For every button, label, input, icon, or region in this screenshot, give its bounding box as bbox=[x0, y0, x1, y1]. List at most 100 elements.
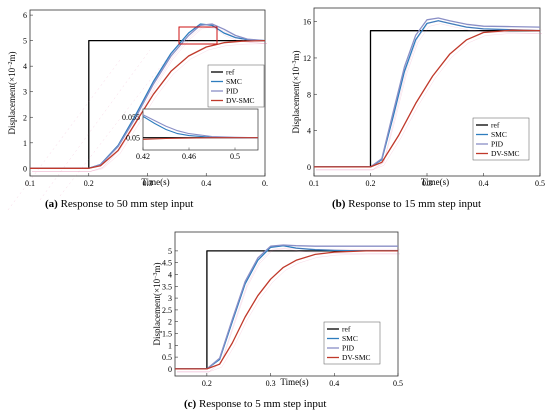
chart-c-ylabel-unit: m) bbox=[152, 263, 162, 273]
chart-c-series-dv-smc bbox=[175, 250, 398, 370]
chart-b-ytick-label: 16 bbox=[303, 18, 311, 27]
chart-c-ytick-label: 2 bbox=[168, 318, 172, 327]
chart-b-ylabel-main: Displacement(×10 bbox=[291, 66, 301, 133]
decorative-overlay bbox=[7, 47, 176, 211]
chart-b-xlabel: Time(s) bbox=[421, 177, 449, 187]
chart-a-xtick-label: 0.2 bbox=[84, 179, 94, 188]
chart-b-xtick-label: 0.1 bbox=[309, 179, 319, 188]
chart-c-ytick-label: 4.5 bbox=[162, 259, 172, 268]
decorative-streak bbox=[39, 49, 151, 201]
chart-b-ylabel-unit: m) bbox=[291, 51, 301, 61]
chart-a-ylabel-exp: −2 bbox=[8, 62, 14, 68]
chart-a-ytick-label: 6 bbox=[23, 11, 27, 20]
chart-a-inset-xtick-label: 0.46 bbox=[182, 152, 196, 161]
chart-c: 0.2 0.3 0.4 0.5 0 0.5 1 1.5 2 2.5 3 3.5 4 4.5 5 Time(s)… bbox=[152, 231, 403, 388]
chart-c-ytick-label: 5 bbox=[168, 247, 172, 256]
chart-b-xtick-label: 0.3 bbox=[422, 179, 432, 188]
chart-b-legend-label-smc: SMC bbox=[491, 130, 507, 139]
chart-b-ytick-label: 0 bbox=[307, 163, 311, 172]
chart-a-ytick-label: 4 bbox=[23, 62, 27, 71]
chart-a-inset-ytick-label: 0.05 bbox=[126, 134, 140, 143]
chart-c-ytick-label: 3 bbox=[168, 294, 172, 303]
chart-c-ylabel-exp: −3 bbox=[153, 273, 159, 279]
chart-c-ytick-label: 3.5 bbox=[162, 282, 172, 291]
chart-a-series-pid bbox=[30, 23, 266, 169]
chart-b-legend-label-pid: PID bbox=[491, 140, 504, 149]
chart-a-xtick-label: 0.3 bbox=[143, 179, 153, 188]
chart-a-inset-frame bbox=[142, 108, 259, 151]
chart-a-ytick-label: 0 bbox=[23, 164, 27, 173]
chart-b-ylabel-exp: −3 bbox=[292, 61, 298, 67]
chart-a-xtick-label: 0.4 bbox=[201, 179, 211, 188]
chart-c-ghost-smc bbox=[177, 248, 400, 373]
chart-a-inset-series bbox=[143, 114, 258, 140]
caption-c: (c) Response to 5 mm step input bbox=[184, 398, 327, 410]
chart-a-ylabel-unit: m) bbox=[7, 52, 17, 62]
chart-c-ytick-label: 1.5 bbox=[162, 330, 172, 339]
chart-c-ylabel: Displacement(×10−3m) bbox=[152, 263, 162, 346]
chart-b-series-pid bbox=[314, 17, 541, 168]
chart-c-xtick-label: 0.5 bbox=[393, 379, 403, 388]
chart-a-inset-xtick-label: 0.5 bbox=[230, 152, 240, 161]
chart-c-ytick-label: 1 bbox=[168, 341, 172, 350]
chart-b-xtick-label: 0.2 bbox=[366, 179, 376, 188]
decorative-streak bbox=[59, 47, 176, 197]
chart-a-xlabel: Time(s) bbox=[141, 177, 169, 187]
chart-c-ytick-label: 0.5 bbox=[162, 353, 172, 362]
chart-a-inset: 0.42 0.46 0.5 0.05 0.055 bbox=[122, 108, 259, 161]
chart-c-frame bbox=[174, 231, 399, 377]
chart-b-ghost-pid bbox=[316, 20, 543, 171]
chart-b-ytick-label: 4 bbox=[307, 127, 311, 136]
chart-c-series-smc bbox=[175, 245, 398, 370]
chart-a-ytick-label: 3 bbox=[23, 88, 27, 97]
chart-c-ytick-label: 2.5 bbox=[162, 306, 172, 315]
chart-c-legend-label-pid: PID bbox=[342, 344, 355, 353]
chart-c-legend-label-ref: ref bbox=[342, 325, 351, 334]
chart-a-legend-label-pid: PID bbox=[226, 87, 239, 96]
chart-a: 0.1 0.2 0.3 0.4 0. 0 1 2 3 4 5 6 Time(s) Displacement… bbox=[7, 9, 268, 188]
chart-a-ytick-label: 2 bbox=[23, 113, 27, 122]
chart-b-series-dv-smc bbox=[314, 29, 541, 168]
chart-c-xtick-label: 0.2 bbox=[202, 379, 212, 388]
chart-c-xtick-label: 0.4 bbox=[329, 379, 339, 388]
chart-b: 0.1 0.2 0.3 0.4 0.5 0 4 8 12 16 Time(s) Displacemen… bbox=[291, 7, 545, 188]
chart-c-series-pid bbox=[175, 244, 398, 370]
caption-b: (b) Response to 15 mm step input bbox=[332, 198, 482, 210]
chart-a-ytick-label: 1 bbox=[23, 139, 27, 148]
chart-b-legend-label-ref: ref bbox=[491, 121, 500, 130]
chart-b-ghost-dv-smc bbox=[316, 32, 543, 171]
chart-a-ghost-dv-smc bbox=[32, 43, 268, 172]
chart-c-legend-label-dv-smc: DV-SMC bbox=[342, 353, 370, 362]
chart-c-xtick-label: 0.3 bbox=[266, 379, 276, 388]
chart-c-legend-label-smc: SMC bbox=[342, 334, 358, 343]
chart-a-inset-series-dv-smc bbox=[143, 137, 258, 140]
chart-a-xtick-label: 0.1 bbox=[25, 179, 35, 188]
chart-a-ghost-pid bbox=[32, 26, 268, 172]
chart-a-ylabel: Displacement(×10−2m) bbox=[7, 52, 17, 135]
chart-b-series-smc bbox=[314, 20, 541, 168]
chart-a-zoom-box bbox=[178, 26, 218, 45]
chart-a-ghost-smc bbox=[32, 26, 268, 172]
chart-b-ylabel: Displacement(×10−3m) bbox=[291, 51, 301, 134]
chart-b-ytick-label: 12 bbox=[303, 54, 311, 63]
chart-a-ylabel-main: Displacement(×10 bbox=[7, 67, 17, 134]
chart-c-ytick-label: 4 bbox=[168, 270, 172, 279]
chart-a-inset-ytick-label: 0.055 bbox=[122, 113, 140, 122]
decorative-streak bbox=[7, 59, 121, 211]
chart-b-xtick-label: 0.4 bbox=[479, 179, 489, 188]
chart-b-xtick-label: 0.5 bbox=[535, 179, 545, 188]
chart-b-ytick-label: 8 bbox=[307, 90, 311, 99]
chart-c-ylabel-main: Displacement(×10 bbox=[152, 278, 162, 345]
chart-a-legend-label-ref: ref bbox=[226, 68, 235, 77]
chart-a-inset-xtick-label: 0.42 bbox=[136, 152, 150, 161]
chart-b-legend-label-dv-smc: DV-SMC bbox=[491, 149, 519, 158]
chart-a-xtick-label: 0. bbox=[262, 179, 268, 188]
chart-a-legend-label-dv-smc: DV-SMC bbox=[226, 96, 254, 105]
chart-a-legend-label-smc: SMC bbox=[226, 77, 242, 86]
caption-a: (a) Response to 50 mm step input bbox=[45, 198, 194, 210]
chart-c-xlabel: Time(s) bbox=[280, 377, 308, 387]
